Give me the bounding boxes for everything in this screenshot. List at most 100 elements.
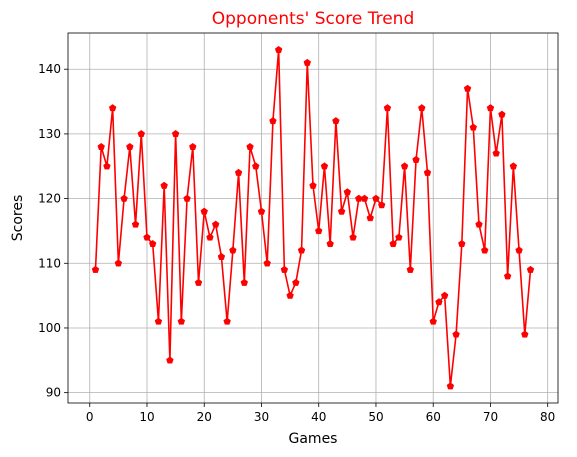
x-tick-label: 50 (368, 410, 383, 424)
data-point (297, 246, 306, 254)
x-tick-label: 0 (86, 410, 94, 424)
x-axis-title: Games (289, 431, 338, 447)
data-point (326, 239, 334, 248)
data-point (240, 278, 249, 286)
data-point (97, 142, 105, 151)
data-point (526, 265, 535, 273)
data-point (332, 117, 340, 125)
x-tick-label: 40 (311, 410, 326, 424)
data-point (217, 252, 226, 260)
data-point (126, 142, 134, 151)
data-point (114, 259, 123, 267)
data-point (395, 233, 403, 241)
x-tick-label: 60 (426, 410, 441, 424)
data-point (229, 246, 237, 254)
data-point (337, 207, 346, 215)
data-point (246, 142, 254, 151)
data-point (435, 298, 443, 306)
data-point (372, 194, 380, 202)
data-point (149, 239, 157, 248)
data-point (177, 317, 186, 325)
data-point (154, 317, 163, 325)
data-point (521, 330, 529, 338)
data-point (274, 45, 283, 53)
x-tick-label: 80 (540, 410, 555, 424)
data-point (481, 246, 489, 254)
data-point (131, 220, 140, 228)
data-point (400, 162, 409, 170)
y-tick-label: 120 (38, 192, 61, 206)
axes: 0 10 20 30 40 50 60 70 80 90 100 110 120 130 140 (38, 32, 559, 424)
data-point (143, 233, 151, 241)
data-point (160, 181, 168, 189)
data-point (418, 104, 426, 112)
data-point (406, 265, 415, 273)
series-line (94, 49, 532, 387)
data-point (320, 162, 329, 170)
data-point (423, 168, 432, 176)
x-tick-label: 70 (483, 410, 498, 424)
data-point (286, 291, 294, 299)
data-point (223, 317, 231, 325)
y-axis-title: Scores (10, 195, 26, 242)
x-tick-label: 10 (139, 410, 154, 424)
data-point (492, 149, 500, 157)
data-point (509, 162, 518, 170)
data-point (515, 246, 523, 254)
plot-frame (67, 32, 559, 404)
data-point (440, 291, 449, 299)
data-point (429, 317, 437, 325)
y-tick-label: 90 (46, 386, 61, 400)
data-point (108, 104, 117, 112)
data-point (171, 130, 180, 138)
data-point (211, 220, 220, 228)
data-point (252, 162, 260, 170)
data-point (194, 278, 203, 286)
data-point (309, 181, 317, 189)
y-tick-label: 110 (38, 256, 61, 270)
x-tick-label: 20 (197, 410, 212, 424)
grid (68, 33, 558, 403)
y-tick-label: 100 (38, 321, 61, 335)
data-point (257, 207, 266, 215)
data-point (463, 84, 472, 92)
data-point (120, 194, 128, 202)
data-point (486, 104, 495, 112)
data-point (412, 155, 420, 163)
data-point (475, 220, 483, 228)
data-point (452, 330, 460, 338)
data-point (234, 168, 243, 176)
data-point (349, 233, 357, 241)
data-point (189, 142, 197, 151)
data-point (263, 259, 271, 267)
data-point (303, 58, 311, 66)
data-point (103, 162, 111, 170)
data-point (343, 188, 352, 196)
y-tick-label: 140 (38, 62, 61, 76)
data-point (200, 207, 208, 215)
data-point (166, 356, 174, 364)
data-point (269, 117, 277, 125)
data-point (377, 201, 386, 209)
data-point (366, 214, 374, 222)
data-point (498, 110, 506, 118)
data-point (292, 278, 300, 286)
data-point (458, 239, 466, 248)
data-point (503, 272, 512, 280)
data-point (469, 123, 477, 131)
data-point (315, 227, 323, 235)
data-point (360, 194, 369, 202)
data-point (280, 265, 289, 273)
data-point (91, 265, 100, 273)
data-series (91, 45, 535, 390)
data-point (446, 382, 455, 390)
data-point (389, 239, 397, 248)
data-point (383, 104, 392, 112)
data-point (137, 130, 145, 138)
y-tick-label: 130 (38, 127, 61, 141)
x-tick-label: 30 (254, 410, 269, 424)
data-point (206, 233, 214, 241)
chart-title: Opponents' Score Trend (212, 9, 415, 29)
data-point (183, 194, 191, 202)
